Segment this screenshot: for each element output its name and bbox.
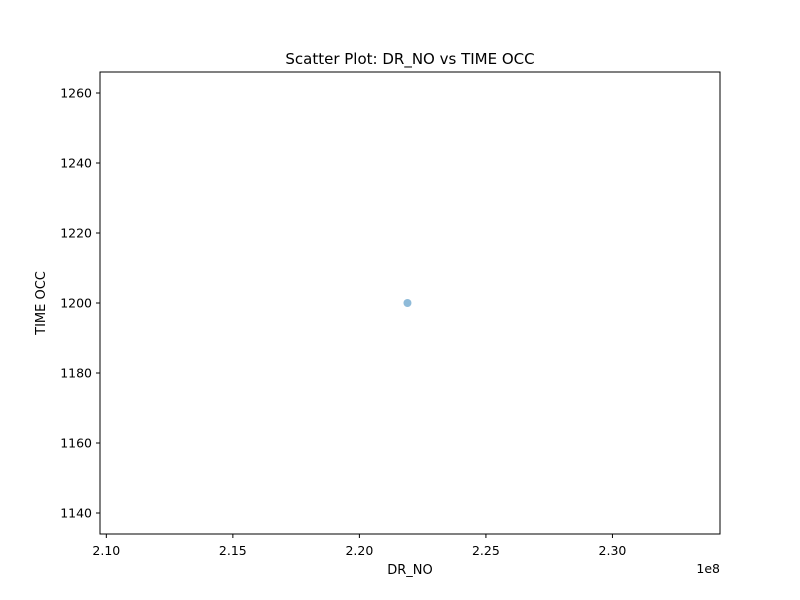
y-tick-label: 1260 [60,86,92,101]
y-tick-label: 1160 [60,436,92,451]
x-tick-label: 2.15 [219,543,247,558]
y-axis-label: TIME OCC [34,271,49,336]
data-point [403,299,412,307]
x-tick-label: 2.10 [92,543,120,558]
chart-title: Scatter Plot: DR_NO vs TIME OCC [285,50,534,69]
y-tick-label: 1220 [60,226,92,241]
y-tick-label: 1140 [60,506,92,521]
x-tick-label: 2.30 [599,543,627,558]
y-tick-label: 1240 [60,156,92,171]
x-tick-label: 2.20 [345,543,373,558]
data-points [403,299,412,307]
y-tick-label: 1200 [60,296,92,311]
y-tick-label: 1180 [60,366,92,381]
x-axis-offset-label: 1e8 [696,561,720,576]
x-axis-label: DR_NO [387,563,433,578]
y-axis-ticks: 1140 1160 1180 1200 1220 1240 1260 [60,86,100,521]
plot-area: 2.10 2.15 2.20 2.25 2.30 1140 1160 1180 1200 122… [60,71,721,558]
x-axis-ticks: 2.10 2.15 2.20 2.25 2.30 [92,534,626,558]
x-tick-label: 2.25 [472,543,500,558]
